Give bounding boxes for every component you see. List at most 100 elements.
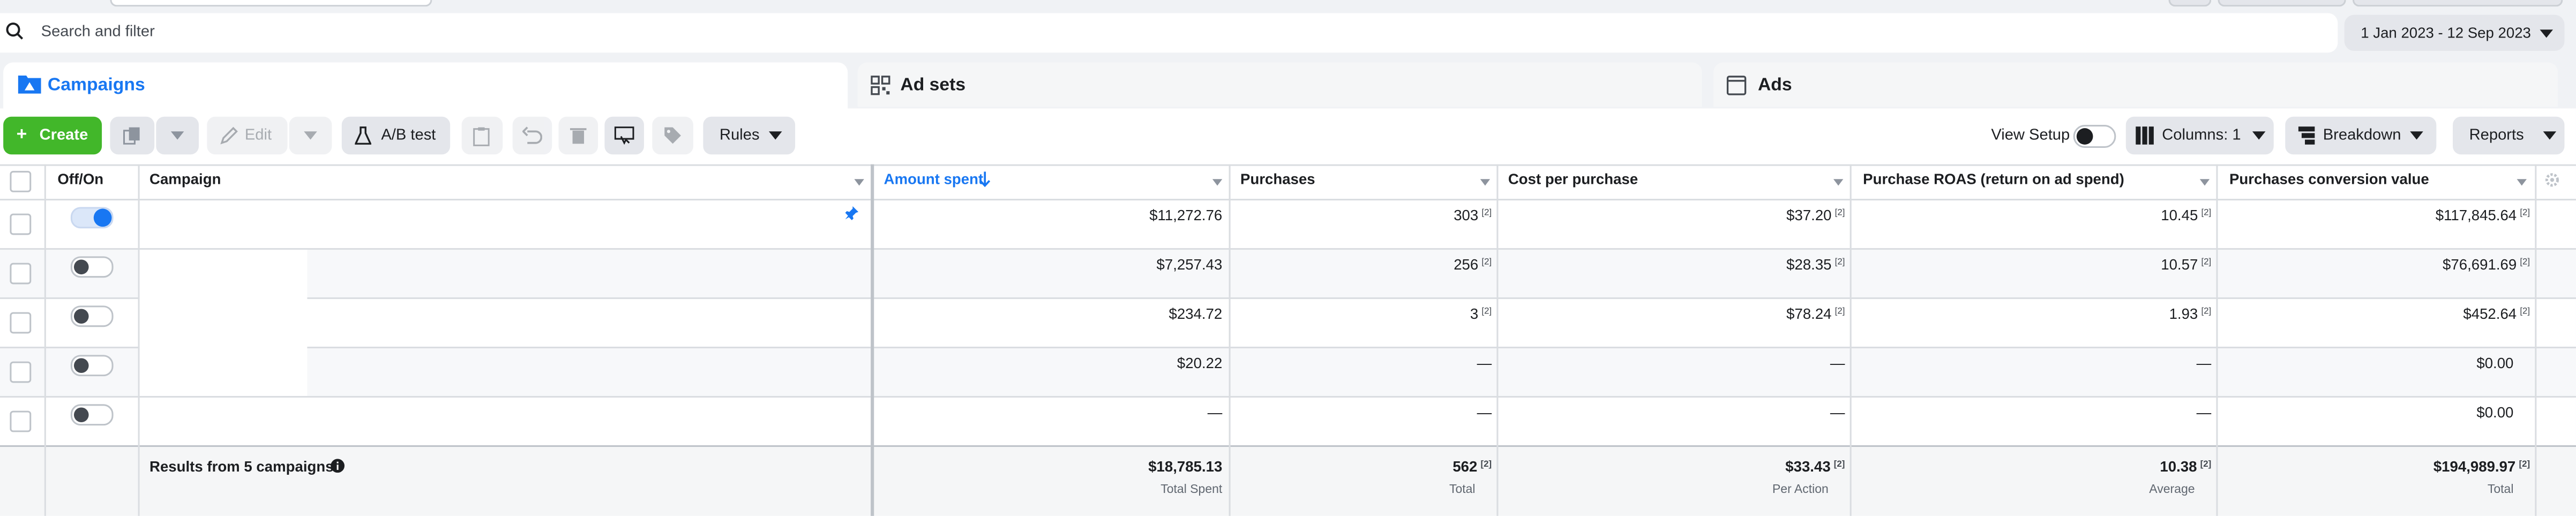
- chevron-down-icon[interactable]: [1480, 179, 1491, 186]
- cell-cpp-footnote[interactable]: [2]: [1834, 258, 1845, 268]
- row-stripe: [0, 250, 2576, 300]
- top-control-stub[interactable]: [2218, 0, 2346, 7]
- footer-amount-total: $18,785.13: [1148, 458, 1223, 475]
- top-control-stub[interactable]: [2352, 0, 2563, 7]
- tab-ads[interactable]: Ads: [1713, 62, 2558, 107]
- undo-icon: [522, 126, 542, 144]
- header-conversion-value[interactable]: Purchases conversion value: [2229, 170, 2429, 188]
- chevron-down-icon[interactable]: [1212, 179, 1223, 186]
- cell-roas-value: —: [2196, 355, 2212, 371]
- row-stripe: [0, 348, 2576, 398]
- settings-gear-icon[interactable]: [2545, 173, 2560, 188]
- undo-button[interactable]: [512, 116, 552, 155]
- campaign-toggle[interactable]: [70, 305, 114, 327]
- breakdown-button[interactable]: Breakdown: [2285, 116, 2437, 155]
- grid-line: [0, 395, 2576, 398]
- footer-value-footnote[interactable]: [2]: [2519, 460, 2530, 470]
- header-campaign[interactable]: Campaign: [149, 170, 221, 188]
- chevron-down-icon[interactable]: [854, 179, 864, 186]
- row-checkbox[interactable]: [10, 213, 32, 235]
- cell-value-value: $117,845.64: [2435, 207, 2517, 224]
- clipboard-button[interactable]: [461, 116, 503, 155]
- tab-campaigns[interactable]: Campaigns: [3, 62, 848, 112]
- cell-amount: $11,272.76: [1149, 207, 1222, 223]
- edit-dropdown-button[interactable]: [289, 116, 332, 155]
- ab-test-button[interactable]: A/B test: [341, 116, 451, 155]
- cell-cpp-footnote[interactable]: [2]: [1834, 208, 1845, 219]
- tab-ad-sets-label: Ad sets: [900, 76, 966, 95]
- footer-value-value: $194,989.97: [2433, 458, 2516, 475]
- reports-button[interactable]: Reports: [2452, 116, 2565, 155]
- header-purchases[interactable]: Purchases: [1240, 170, 1315, 188]
- cell-purchases-value: 256: [1454, 256, 1479, 273]
- tag-button[interactable]: [652, 116, 693, 155]
- tab-ad-sets[interactable]: Ad sets: [857, 62, 1702, 107]
- top-control-stub[interactable]: [2168, 0, 2212, 7]
- chevron-down-icon[interactable]: [2517, 179, 2527, 186]
- edit-button[interactable]: Edit: [207, 116, 288, 155]
- grid-line: [1229, 164, 1231, 516]
- cell-value-footnote[interactable]: [2]: [2520, 307, 2530, 317]
- header-amount-spent[interactable]: Amount spent: [883, 170, 984, 188]
- rules-button[interactable]: Rules: [703, 116, 796, 155]
- pin-icon[interactable]: [844, 205, 859, 220]
- sort-descending-icon[interactable]: [979, 171, 991, 188]
- header-cost-per-purchase[interactable]: Cost per purchase: [1508, 170, 1638, 188]
- chevron-down-icon: [170, 131, 184, 140]
- cell-cpp-footnote[interactable]: [2]: [1834, 307, 1845, 317]
- toggle-knob: [73, 259, 89, 275]
- cell-purchases-footnote[interactable]: [2]: [1481, 258, 1492, 268]
- cell-purchases: 303 [2]: [1454, 207, 1492, 223]
- view-setup-toggle[interactable]: [2073, 125, 2116, 148]
- cell-roas: —: [2197, 355, 2212, 371]
- chevron-down-icon[interactable]: [1833, 179, 1844, 186]
- search-bar[interactable]: Search and filter: [0, 13, 2338, 53]
- chevron-down-icon[interactable]: [2199, 179, 2210, 186]
- footer-purchases-footnote[interactable]: [2]: [1480, 460, 1492, 470]
- header-roas[interactable]: Purchase ROAS (return on ad spend): [1863, 170, 2124, 188]
- top-control-stub[interactable]: [110, 0, 432, 7]
- cell-amount-value: $20.22: [1177, 355, 1223, 371]
- preview-button[interactable]: [604, 116, 644, 155]
- ad-sets-icon: [871, 76, 890, 95]
- campaign-toggle[interactable]: [70, 404, 114, 426]
- cell-value: $0.00: [2476, 355, 2513, 371]
- cell-purchases-footnote[interactable]: [2]: [1481, 208, 1492, 219]
- cell-cpp: —: [1830, 404, 1845, 421]
- cell-roas-footnote[interactable]: [2]: [2201, 307, 2212, 317]
- footer-purchases-sub: Total: [1449, 481, 1476, 497]
- date-range-picker[interactable]: 1 Jan 2023 - 12 Sep 2023: [2344, 14, 2565, 51]
- footer-roas-footnote[interactable]: [2]: [2200, 460, 2212, 470]
- duplicate-button[interactable]: [110, 116, 155, 155]
- grid-line: [0, 445, 2576, 447]
- delete-button[interactable]: [558, 116, 598, 155]
- row-checkbox[interactable]: [10, 312, 32, 334]
- row-checkbox[interactable]: [10, 361, 32, 383]
- cell-amount: —: [1208, 404, 1223, 421]
- cell-value-footnote[interactable]: [2]: [2520, 208, 2530, 219]
- info-icon[interactable]: [330, 458, 345, 473]
- campaign-toggle[interactable]: [70, 256, 114, 278]
- cell-value-value: $0.00: [2476, 404, 2514, 421]
- row-checkbox[interactable]: [10, 263, 32, 285]
- row-checkbox[interactable]: [10, 410, 32, 432]
- duplicate-icon: [123, 127, 140, 145]
- columns-button[interactable]: Columns: 1: [2125, 116, 2274, 155]
- cell-roas-footnote[interactable]: [2]: [2201, 208, 2212, 219]
- grid-line: [1496, 164, 1499, 516]
- cell-value-footnote[interactable]: [2]: [2520, 258, 2530, 268]
- search-input[interactable]: Search and filter: [41, 23, 155, 41]
- cell-roas-footnote[interactable]: [2]: [2201, 258, 2212, 268]
- create-button[interactable]: + Create: [3, 116, 102, 155]
- reports-button-label: Reports: [2469, 126, 2524, 145]
- campaign-toggle[interactable]: [70, 355, 114, 377]
- grid-line: [0, 164, 2576, 166]
- footer-cpp-footnote[interactable]: [2]: [1833, 460, 1845, 470]
- chevron-down-icon: [2540, 29, 2553, 38]
- tab-ads-label: Ads: [1757, 76, 1792, 95]
- select-all-checkbox[interactable]: [10, 170, 32, 192]
- grid-line: [0, 199, 2576, 201]
- duplicate-dropdown-button[interactable]: [156, 116, 199, 155]
- campaign-toggle[interactable]: [70, 207, 114, 229]
- cell-purchases-footnote[interactable]: [2]: [1481, 307, 1492, 317]
